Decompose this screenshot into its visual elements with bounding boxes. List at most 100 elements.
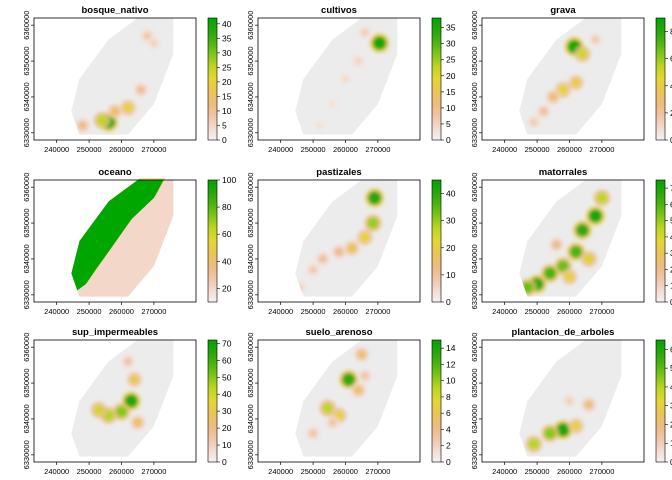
hotspot [150,39,158,47]
hotspot [354,57,362,65]
legend-tick-label: 0 [446,135,451,145]
y-tick-label: 6360000 [22,333,31,362]
legend-tick-label: 50 [222,372,232,382]
legend-tick-label: 5 [446,119,451,129]
hotspot [124,357,132,366]
y-tick-label: 6340000 [470,244,479,273]
legend-bar [655,17,666,141]
x-tick-label: 250000 [525,145,550,154]
y-tick-label: 6360000 [470,11,479,40]
x-tick-label: 260000 [109,307,134,316]
panel-title: sup_impermeables [72,327,158,338]
hotspot [78,121,87,130]
x-tick-label: 260000 [109,467,134,476]
study-area [295,180,398,297]
y-tick-label: 6340000 [22,404,31,433]
hotspot [322,402,334,414]
x-tick-label: 270000 [141,145,166,154]
legend-tick-label: 15 [446,87,456,97]
legend-tick-label: 10 [222,106,232,116]
legend-tick-label: 0 [222,135,227,145]
y-tick-label: 6360000 [22,173,31,202]
legend-tick-label: 2 [446,441,451,451]
plot-frame [257,17,421,141]
hotspot [539,107,548,116]
panel-matorrales: matorrales 240000 250000 260000 270000 633000… [470,167,672,316]
x-tick-label: 260000 [557,145,582,154]
x-tick-label: 240000 [268,145,293,154]
x-tick-label: 270000 [365,467,390,476]
y-tick-label: 6330000 [246,118,255,147]
x-tick-label: 260000 [333,307,358,316]
x-tick-label: 240000 [44,145,69,154]
legend-tick-label: 0.0 [670,135,672,145]
legend-bar [431,339,442,463]
hotspot [354,385,363,395]
x-tick-label: 250000 [525,467,550,476]
y-tick-label: 6350000 [246,46,255,75]
hotspot [557,260,569,272]
x-tick-label: 270000 [365,145,390,154]
x-tick-label: 260000 [557,467,582,476]
hotspot [583,253,594,264]
hotspot [342,373,356,386]
y-tick-label: 6330000 [470,440,479,469]
legend-tick-label: 8.0 [670,27,672,37]
legend-tick-label: 60 [222,355,232,365]
hotspot [115,406,128,418]
legend-tick-label: 10 [446,270,456,280]
legend-tick-label: 20 [670,419,672,429]
legend-tick-label: 80 [222,202,232,212]
legend-tick-label: 40 [222,19,232,29]
x-tick-label: 260000 [333,145,358,154]
hotspot [543,267,557,280]
legend-tick-label: 25 [222,62,232,72]
legend-tick-label: 10 [670,438,672,448]
hotspot-layer [519,189,611,297]
x-tick-label: 270000 [365,307,390,316]
hotspot [359,232,370,243]
y-tick-label: 6330000 [22,440,31,469]
legend-tick-label: 20 [670,264,672,274]
hotspot [549,92,558,102]
legend-tick-label: 10 [222,440,232,450]
y-tick-label: 6360000 [470,173,479,202]
plot-frame [481,339,645,463]
y-tick-label: 6360000 [246,333,255,362]
y-tick-label: 6340000 [22,82,31,111]
hotspot [591,35,600,44]
legend-tick-label: 0 [222,457,227,467]
x-tick-label: 250000 [77,307,102,316]
legend-tick-label: 4.0 [670,81,672,91]
legend-bar [207,17,218,141]
hotspot [136,85,145,94]
hotspot [528,438,540,450]
hotspot [329,100,336,108]
panel-title: plantacion_de_arboles [512,327,615,338]
hotspot-layer [295,188,385,295]
legend-tick-label: 2.0 [670,108,672,118]
x-tick-label: 250000 [77,145,102,154]
legend-tick-label: 35 [222,33,232,43]
legend-tick-label: 30 [670,401,672,411]
legend-bar [655,339,666,463]
legend-tick-label: 4 [446,424,451,434]
hotspot-layer [306,347,372,441]
plot-frame [481,179,645,303]
hotspot [588,209,603,223]
legend-tick-label: 30 [670,248,672,258]
y-tick-label: 6350000 [470,46,479,75]
panel-cultivos: cultivos 240000 250000 260000 270000 6330000 6… [246,5,456,154]
x-tick-label: 250000 [301,467,326,476]
hotspot [361,28,369,36]
x-tick-label: 250000 [525,307,550,316]
legend-tick-label: 30 [222,48,232,58]
y-tick-label: 6330000 [470,280,479,309]
hotspot [372,36,387,50]
hotspot [342,75,349,83]
x-tick-label: 260000 [333,467,358,476]
x-tick-label: 240000 [492,307,517,316]
hotspot [96,114,108,126]
panel-title: suelo_arenoso [305,327,372,338]
legend-tick-label: 50 [670,216,672,226]
